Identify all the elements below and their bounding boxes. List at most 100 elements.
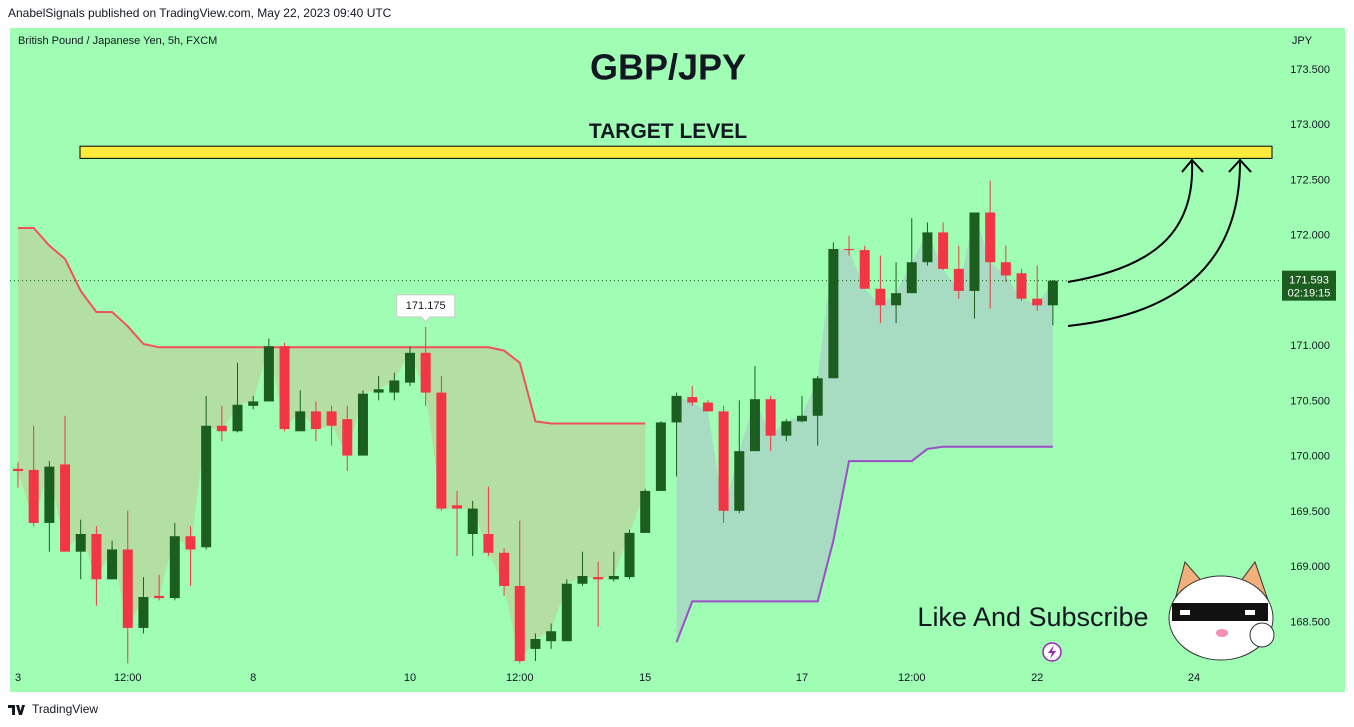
candle-body xyxy=(1032,298,1043,306)
bolt-icon xyxy=(1042,642,1062,662)
candle-body xyxy=(687,397,698,403)
candle-body xyxy=(844,248,855,251)
target-band xyxy=(79,145,1273,159)
candle-body xyxy=(859,250,870,289)
candle-body xyxy=(985,212,996,263)
y-tick-label: 169.500 xyxy=(1290,506,1330,518)
candle-body xyxy=(263,346,274,402)
arrow xyxy=(1067,161,1241,327)
arrow xyxy=(1067,161,1194,283)
candle-body xyxy=(357,393,368,456)
candle-body xyxy=(373,389,384,393)
cat-mascot xyxy=(1168,560,1275,661)
candle-body xyxy=(953,268,964,291)
candle-body xyxy=(624,532,635,578)
candle-body xyxy=(185,536,196,550)
price-callout xyxy=(396,294,456,323)
candle-body xyxy=(483,534,494,553)
chart-title: GBP/JPY xyxy=(590,47,746,88)
candle-body xyxy=(608,575,619,580)
footer-bar xyxy=(0,692,1354,727)
candle-body xyxy=(812,378,823,416)
candle-body xyxy=(342,419,353,456)
candle-body xyxy=(436,392,447,509)
x-tick-label: 10 xyxy=(404,672,416,684)
candle-body xyxy=(734,451,745,511)
subtitle: British Pound / Japanese Yen, 5h, FXCM xyxy=(18,35,217,47)
candle-body xyxy=(310,411,321,430)
x-tick-label: 17 xyxy=(796,672,808,684)
candle-body xyxy=(138,596,149,628)
candle-body xyxy=(44,466,55,523)
y-tick-label: 172.500 xyxy=(1290,174,1330,186)
tv-logo xyxy=(8,705,25,715)
candle-body xyxy=(75,534,86,552)
candle-body xyxy=(201,425,212,548)
arrow-head xyxy=(1228,158,1252,173)
x-tick-label: 24 xyxy=(1188,672,1200,684)
candle-body xyxy=(514,585,525,662)
price-callout-label: 171.175 xyxy=(406,300,446,312)
candle-body xyxy=(154,595,165,599)
arrows xyxy=(1067,158,1252,327)
candle-body xyxy=(1016,273,1027,299)
candle-body xyxy=(577,575,588,584)
marks: 168.500 169.000 169.500 170.000 170.500 171.0… xyxy=(10,64,1336,684)
candle-body xyxy=(749,399,760,452)
candle-body xyxy=(1047,280,1058,306)
candle-body xyxy=(671,395,682,423)
x-tick-label: 12:00 xyxy=(506,672,534,684)
candle-body xyxy=(765,399,776,436)
candle-body xyxy=(906,262,917,294)
candle-body xyxy=(797,415,807,422)
candle-body xyxy=(655,422,666,491)
header: AnabelSignals published on TradingView.c… xyxy=(8,6,392,20)
candle-body xyxy=(107,549,118,580)
x-tick-label: 3 xyxy=(15,672,21,684)
candle-body xyxy=(279,346,290,430)
candle-body xyxy=(13,468,23,472)
candle-body xyxy=(593,577,604,580)
x-tick-label: 22 xyxy=(1031,672,1043,684)
candle-body xyxy=(781,421,792,436)
last-price-label: 171.593 xyxy=(1289,275,1329,287)
candle-body xyxy=(452,505,463,509)
candle-body xyxy=(546,631,557,642)
x-tick-label: 12:00 xyxy=(114,672,142,684)
y-tick-label: 172.000 xyxy=(1290,230,1330,242)
candle-body xyxy=(248,401,259,406)
indicator-line xyxy=(675,445,1053,643)
candle-body xyxy=(420,352,431,393)
candle-body xyxy=(640,490,651,533)
candle-body xyxy=(405,352,415,383)
y-axis-label: JPY xyxy=(1292,35,1313,47)
candle-body xyxy=(969,212,980,291)
indicator-line xyxy=(18,226,646,425)
y-tick-label: 173.500 xyxy=(1290,64,1330,76)
candle-body xyxy=(499,552,510,586)
y-tick-label: 171.000 xyxy=(1290,340,1330,352)
candle-body xyxy=(828,248,839,379)
candle-body xyxy=(216,425,227,432)
candle-body xyxy=(1000,262,1011,276)
candle-body xyxy=(467,508,478,535)
candle-body xyxy=(122,549,133,628)
y-tick-label: 170.000 xyxy=(1290,451,1330,463)
y-tick-label: 173.000 xyxy=(1290,119,1330,131)
candle-body xyxy=(875,288,886,306)
candle-body xyxy=(561,583,572,642)
y-tick-label: 168.500 xyxy=(1290,616,1330,628)
last-price-tag xyxy=(1282,270,1336,301)
candle-body xyxy=(938,232,949,269)
candle-body xyxy=(702,402,713,412)
candle-body xyxy=(389,380,400,393)
y-tick-label: 169.000 xyxy=(1290,561,1330,573)
candle-body xyxy=(922,232,933,263)
indicator-fill xyxy=(676,212,1053,643)
candle-body xyxy=(169,536,180,599)
target-label: TARGET LEVEL xyxy=(589,120,747,143)
candle-body xyxy=(891,293,902,306)
footer: TradingView xyxy=(32,702,98,716)
annotation: Like And Subscribe xyxy=(917,602,1148,632)
